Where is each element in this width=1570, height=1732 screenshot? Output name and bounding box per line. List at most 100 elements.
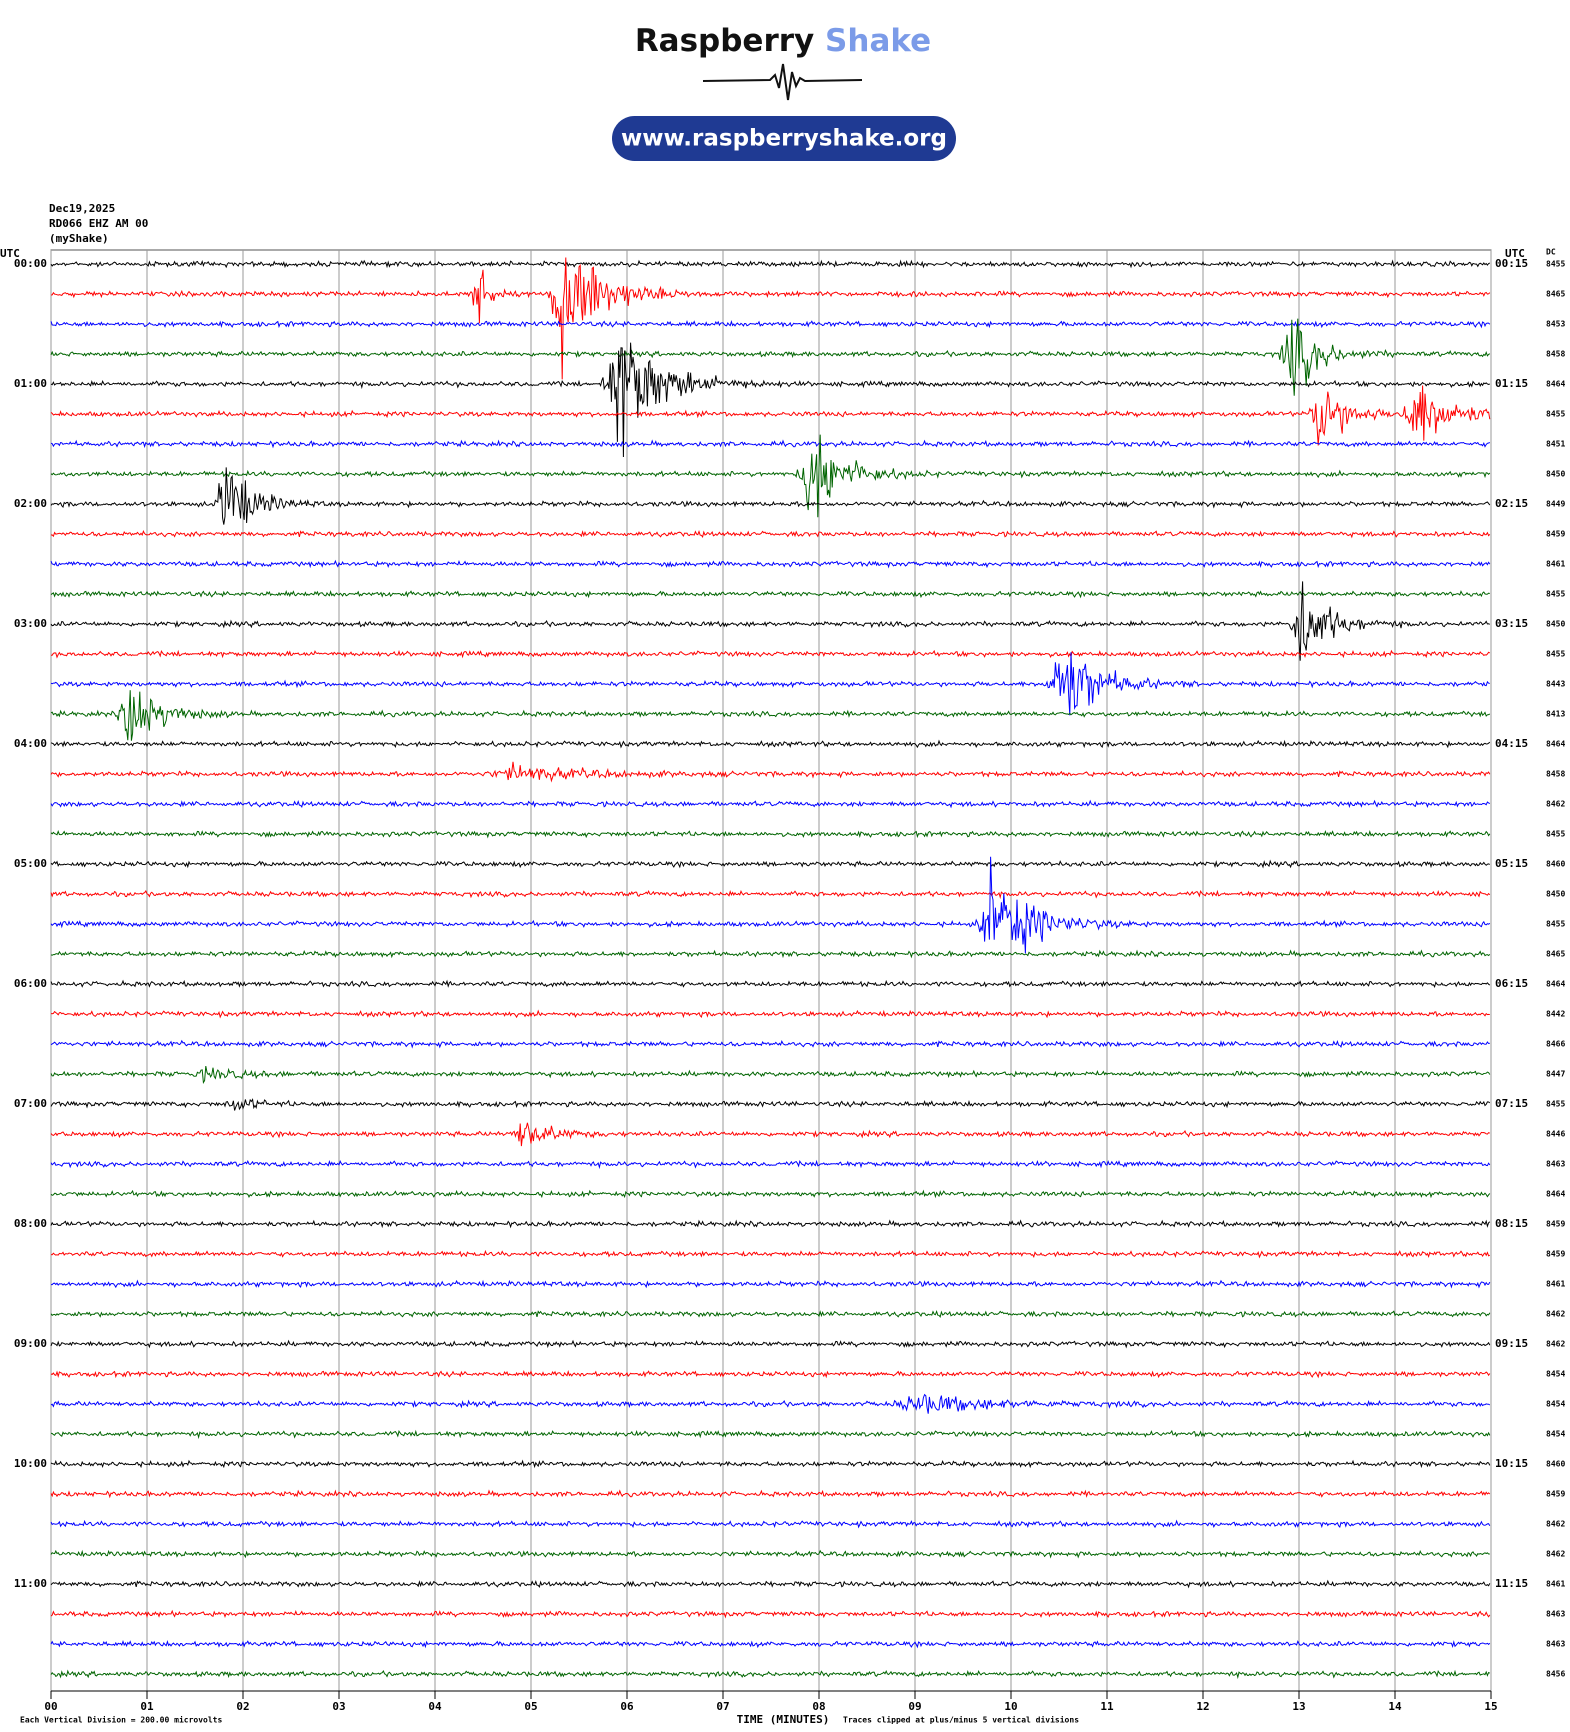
right-hour-label: 10:15 <box>1495 1457 1528 1470</box>
x-tick-label: 11 <box>1100 1700 1114 1713</box>
dc-value: 8462 <box>1546 1550 1565 1559</box>
trace <box>50 559 1491 569</box>
dc-value: 8462 <box>1546 800 1565 809</box>
dc-value: 8460 <box>1546 860 1565 869</box>
dc-value: 8465 <box>1546 290 1565 299</box>
url-pill[interactable] <box>612 116 956 161</box>
dc-value: 8458 <box>1546 350 1565 359</box>
x-tick-label: 05 <box>524 1700 537 1713</box>
dc-value: 8451 <box>1546 440 1565 449</box>
dc-value: 8465 <box>1546 950 1565 959</box>
left-hour-label: 03:00 <box>14 617 47 630</box>
dc-value: 8466 <box>1546 1040 1565 1049</box>
trace <box>50 434 1491 518</box>
right-axis-title: UTC <box>1505 247 1525 260</box>
dc-value: 8459 <box>1546 530 1565 539</box>
trace <box>50 1393 1491 1414</box>
dc-value: 8455 <box>1546 260 1565 269</box>
trace <box>51 649 1491 659</box>
trace <box>50 1249 1491 1259</box>
dc-value: 8464 <box>1546 1190 1565 1199</box>
dc-value: 8455 <box>1546 410 1565 419</box>
trace <box>50 1609 1491 1619</box>
left-hour-label: 01:00 <box>14 377 47 390</box>
trace <box>50 385 1491 446</box>
dc-value: 8455 <box>1546 1100 1565 1109</box>
dc-value: 8458 <box>1546 770 1565 779</box>
dc-value: 8461 <box>1546 1280 1565 1289</box>
trace <box>50 257 1491 380</box>
dc-value: 8463 <box>1546 1610 1565 1619</box>
left-hour-label: 06:00 <box>14 977 47 990</box>
trace <box>50 1369 1491 1379</box>
left-hour-label: 00:00 <box>14 257 47 270</box>
trace <box>50 589 1490 599</box>
left-hour-label: 10:00 <box>14 1457 47 1470</box>
x-tick-label: 04 <box>428 1700 442 1713</box>
dc-value: 8413 <box>1546 710 1565 719</box>
trace <box>50 1429 1491 1440</box>
dc-value: 8454 <box>1546 1370 1565 1379</box>
dc-value: 8456 <box>1546 1670 1565 1679</box>
left-axis-title: UTC <box>0 247 20 260</box>
dc-value: 8442 <box>1546 1010 1565 1019</box>
right-hour-label: 09:15 <box>1495 1337 1528 1350</box>
trace <box>50 859 1490 869</box>
dc-value: 8455 <box>1546 830 1565 839</box>
trace <box>50 829 1491 839</box>
dc-value: 8462 <box>1546 1340 1565 1349</box>
scale-note: Each Vertical Division = 200.00 microvol… <box>20 1715 222 1725</box>
x-tick-label: 10 <box>1004 1700 1017 1713</box>
x-tick-label: 08 <box>812 1700 825 1713</box>
x-tick-label: 06 <box>620 1700 634 1713</box>
x-tick-label: 09 <box>908 1700 921 1713</box>
brand-accent: Shake <box>825 23 931 59</box>
trace <box>50 318 1491 396</box>
dc-value: 8455 <box>1546 590 1565 599</box>
right-hour-label: 01:15 <box>1495 377 1528 390</box>
dc-value: 8453 <box>1546 320 1565 329</box>
trace <box>50 1039 1490 1049</box>
trace <box>50 1459 1491 1469</box>
trace <box>50 799 1491 809</box>
dc-value: 8455 <box>1546 650 1565 659</box>
trace <box>50 1219 1491 1229</box>
plot-frame <box>50 249 1492 1692</box>
right-hour-label: 07:15 <box>1495 1097 1528 1110</box>
trace <box>50 1309 1491 1319</box>
left-hour-label: 11:00 <box>14 1577 47 1590</box>
trace <box>51 1279 1491 1289</box>
trace <box>50 1549 1490 1559</box>
trace <box>50 1339 1491 1349</box>
trace <box>50 259 1491 269</box>
right-hour-label: 11:15 <box>1495 1577 1528 1590</box>
trace <box>50 1098 1491 1111</box>
info-station: RD066 EHZ AM 00 <box>49 217 148 230</box>
trace <box>50 1159 1491 1170</box>
trace <box>50 652 1490 716</box>
left-hour-label: 05:00 <box>14 857 47 870</box>
clip-note: Traces clipped at plus/minus 5 vertical … <box>843 1715 1079 1725</box>
left-hour-label: 04:00 <box>14 737 47 750</box>
right-hour-label: 03:15 <box>1495 617 1528 630</box>
trace <box>50 690 1491 741</box>
brand: Raspberry Shake <box>635 23 931 59</box>
left-hour-label: 07:00 <box>14 1097 47 1110</box>
dc-value: 8462 <box>1546 1520 1565 1529</box>
x-tick-label: 07 <box>716 1700 729 1713</box>
dc-value: 8447 <box>1546 1070 1565 1079</box>
dc-value: 8459 <box>1546 1250 1565 1259</box>
url[interactable]: www.raspberryshake.org <box>621 126 947 152</box>
x-tick-label: 03 <box>332 1700 345 1713</box>
trace <box>50 1066 1491 1085</box>
trace <box>50 1189 1491 1199</box>
dc-value: 8463 <box>1546 1160 1565 1169</box>
trace <box>50 1639 1491 1649</box>
dc-value: 8459 <box>1546 1490 1565 1499</box>
dc-title: DC <box>1546 248 1556 257</box>
info-date: Dec19,2025 <box>49 202 115 215</box>
trace <box>50 1669 1491 1680</box>
dc-value: 8450 <box>1546 890 1565 899</box>
x-tick-label: 00 <box>44 1700 57 1713</box>
trace <box>50 319 1491 329</box>
